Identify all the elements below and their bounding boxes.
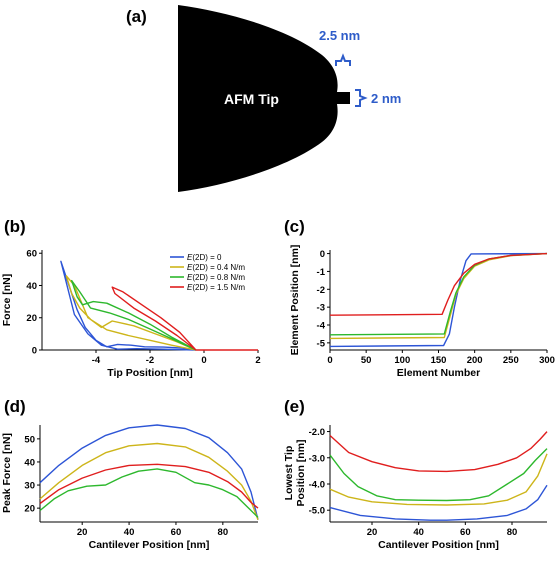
x-tick-label: 50: [361, 355, 372, 366]
y-tick-label: 30: [24, 481, 35, 492]
chart-c: 0 50 100 150 200 250 300 0 -1 -2 -3 -4 -5 Element Num…: [289, 245, 555, 379]
series-line-1: [39, 442, 259, 520]
series-line-3: [111, 286, 258, 351]
legend-entry: E(2D) = 0.8 N/m: [187, 273, 245, 282]
y-tick-label: -3: [317, 303, 325, 314]
series-line-3: [39, 463, 259, 509]
series-line-1: [65, 275, 197, 351]
panel-d-label: (d): [4, 397, 26, 416]
y-axis-label: Element Position [nm]: [289, 245, 301, 356]
height-brace: [355, 89, 368, 107]
y-axis-label: Lowest TipPosition [nm]: [283, 439, 307, 506]
y-tick-label: 60: [26, 249, 37, 260]
panel-a: (a) AFM Tip 2.5 nm 2 nm: [126, 5, 401, 192]
legend-entry-symbol: E: [187, 283, 193, 292]
series-line-0: [60, 260, 196, 351]
x-tick-label: 20: [367, 527, 378, 538]
x-tick-label: 100: [394, 355, 410, 366]
afm-tip-shape: [178, 5, 350, 192]
series-line-3: [329, 431, 548, 473]
y-axis-label-line: Position [nm]: [295, 439, 307, 506]
y-tick-label: -5.0: [309, 506, 325, 517]
x-axis-label: Element Number: [397, 367, 480, 379]
x-tick-label: -4: [92, 355, 101, 366]
y-tick-label: 20: [24, 504, 35, 515]
x-tick-label: 60: [171, 527, 182, 538]
panel-e-label: (e): [284, 397, 305, 416]
panel-c-label: (c): [284, 217, 305, 236]
legend-entry-text: (2D) = 0: [192, 253, 222, 262]
chart-e: 20 40 60 80 -2.0 -3.0 -4.0 -5.0 Cantilever Posit…: [283, 425, 548, 551]
legend-entry-text: (2D) = 1.5 N/m: [192, 283, 245, 292]
x-tick-label: 200: [467, 355, 483, 366]
y-tick-label: 40: [26, 281, 37, 292]
y-tick-label: -2.0: [309, 427, 325, 438]
x-tick-label: 80: [507, 527, 518, 538]
legend-entry-symbol: E: [187, 273, 193, 282]
x-tick-label: 80: [218, 527, 229, 538]
series-line-0: [39, 424, 259, 520]
series-line-3: [329, 252, 548, 316]
y-tick-label: 20: [26, 313, 37, 324]
y-tick-label: 0: [320, 249, 325, 260]
y-tick-label: -5: [317, 338, 326, 349]
y-tick-label: 40: [24, 457, 35, 468]
x-tick-label: 0: [201, 355, 206, 366]
x-axis-label: Cantilever Position [nm]: [89, 539, 210, 551]
y-tick-label: -3.0: [309, 453, 325, 464]
x-axis-label: Tip Position [nm]: [107, 367, 193, 379]
x-tick-label: 20: [77, 527, 88, 538]
x-tick-label: 300: [539, 355, 555, 366]
series-line-2: [329, 448, 548, 502]
x-axis-label: Cantilever Position [nm]: [378, 539, 499, 551]
x-tick-label: -2: [146, 355, 154, 366]
y-tick-label: -4.0: [309, 479, 325, 490]
y-tick-label: 50: [24, 434, 35, 445]
series-line-0: [329, 252, 548, 348]
x-tick-label: 0: [327, 355, 332, 366]
x-tick-label: 60: [460, 527, 471, 538]
y-tick-label: -4: [317, 321, 326, 332]
series-line-1: [329, 453, 548, 506]
y-axis-label: Force [nN]: [1, 274, 13, 327]
series-line-1: [329, 252, 548, 340]
y-tick-label: -2: [317, 285, 325, 296]
y-tick-label: -1: [317, 267, 326, 278]
series-line-2: [71, 279, 197, 351]
width-brace: [335, 53, 351, 66]
legend-entry: E(2D) = 1.5 N/m: [187, 283, 245, 292]
panel-b-label: (b): [4, 217, 26, 236]
afm-tip-label: AFM Tip: [224, 91, 279, 107]
legend-entry-symbol: E: [187, 263, 193, 272]
x-tick-label: 40: [413, 527, 424, 538]
y-axis-label-line: Lowest Tip: [283, 446, 295, 501]
height-dimension-label: 2 nm: [371, 91, 401, 106]
series-line-2: [329, 252, 548, 336]
x-tick-label: 40: [124, 527, 135, 538]
legend-entry-symbol: E: [187, 253, 193, 262]
chart-d: 20 40 60 80 20 30 40 50 Cantilever Position [nm]…: [1, 424, 259, 551]
x-tick-label: 250: [503, 355, 519, 366]
legend-entry-text: (2D) = 0.8 N/m: [192, 273, 245, 282]
series-line-2: [39, 468, 259, 518]
legend-entry: E(2D) = 0.4 N/m: [187, 263, 245, 272]
y-tick-label: 0: [32, 346, 37, 357]
legend-entry-text: (2D) = 0.4 N/m: [192, 263, 245, 272]
y-axis-label: Peak Force [nN]: [1, 433, 13, 513]
x-tick-label: 150: [431, 355, 447, 366]
x-tick-label: 2: [255, 355, 260, 366]
width-dimension-label: 2.5 nm: [319, 28, 360, 43]
panel-a-label: (a): [126, 7, 147, 26]
legend-entry: E(2D) = 0: [187, 253, 222, 262]
series-line-0: [329, 484, 548, 521]
